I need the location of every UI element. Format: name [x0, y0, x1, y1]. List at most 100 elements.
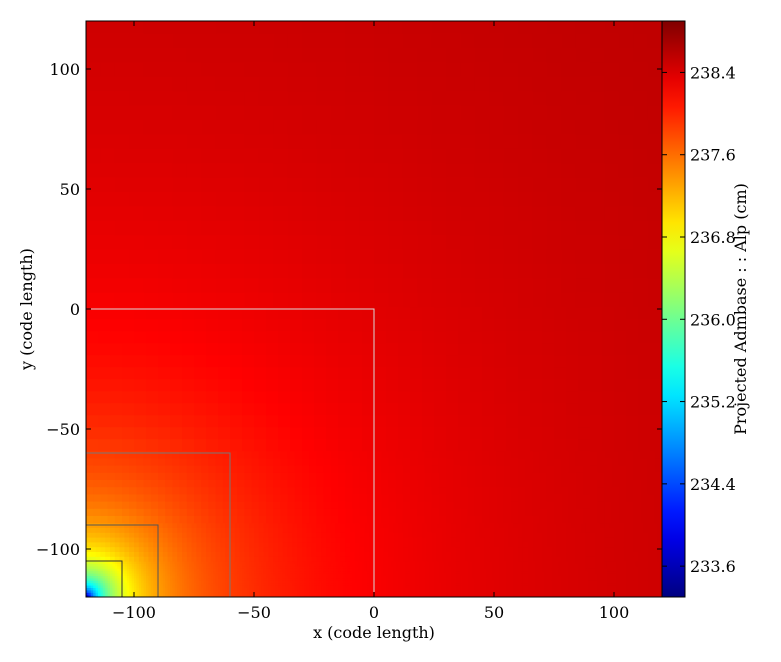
heatmap-cell — [575, 551, 581, 557]
heatmap-cell — [117, 568, 121, 572]
heatmap-cell — [93, 501, 101, 509]
heatmap-cell — [388, 592, 392, 596]
heatmap-cell — [136, 493, 145, 502]
heatmap-cell — [657, 527, 662, 533]
heatmap-cell — [510, 580, 514, 584]
heatmap-cell — [354, 582, 358, 586]
heatmap-cell — [614, 582, 617, 586]
heatmap-cell — [323, 479, 332, 488]
heatmap-cell — [292, 556, 298, 562]
heatmap-cell — [467, 570, 471, 574]
heatmap-cell — [268, 587, 272, 591]
heatmap-cell — [381, 589, 385, 593]
heatmap-cell — [410, 515, 418, 524]
heatmap-cell — [465, 565, 469, 569]
heatmap-cell — [172, 577, 176, 581]
heatmap-cell — [266, 587, 269, 591]
heatmap-cell — [590, 570, 593, 574]
heatmap-cell — [364, 537, 370, 543]
heatmap-cell — [642, 592, 646, 596]
heatmap-cell — [174, 587, 178, 591]
heatmap-cell — [318, 573, 322, 576]
heatmap-cell — [186, 587, 190, 591]
heatmap-cell — [203, 577, 207, 581]
heatmap-cell — [393, 589, 397, 593]
heatmap-cell — [378, 546, 385, 552]
heatmap-cell — [474, 575, 478, 579]
heatmap-cell — [86, 563, 89, 567]
heatmap-cell — [537, 541, 543, 548]
heatmap-cell — [119, 537, 125, 543]
heatmap-cell — [575, 585, 579, 588]
heatmap-cell — [561, 594, 565, 597]
heatmap-cell — [472, 561, 476, 564]
heatmap-cell — [357, 561, 361, 564]
heatmap-cell — [93, 594, 97, 597]
heatmap-cell — [198, 561, 202, 564]
heatmap-cell — [122, 589, 125, 593]
heatmap-cell — [338, 515, 346, 524]
heatmap-cell — [352, 565, 356, 569]
heatmap-cell — [599, 587, 603, 591]
heatmap-cell — [222, 594, 226, 597]
heatmap-cell — [657, 582, 661, 586]
heatmap-cell — [369, 537, 375, 543]
heatmap-cell — [381, 501, 389, 509]
heatmap-cell — [542, 556, 548, 562]
heatmap-cell — [146, 580, 149, 584]
heatmap-cell — [174, 563, 178, 567]
heatmap-cell — [482, 573, 485, 576]
heatmap-cell — [431, 570, 435, 574]
heatmap-cell — [618, 561, 622, 564]
heatmap-cell — [542, 575, 545, 579]
heatmap-cell — [222, 575, 226, 579]
heatmap-cell — [330, 486, 339, 495]
heatmap-cell — [503, 546, 509, 552]
heatmap-cell — [201, 546, 207, 552]
heatmap-cell — [654, 573, 658, 576]
heatmap-cell — [222, 592, 226, 596]
heatmap-cell — [251, 508, 260, 516]
heatmap-cell — [158, 577, 161, 581]
heatmap-cell — [323, 580, 327, 584]
heatmap-cell — [659, 561, 662, 564]
heatmap-cell — [352, 501, 361, 509]
heatmap-cell — [268, 561, 272, 564]
heatmap-cell — [462, 573, 466, 576]
heatmap-cell — [335, 561, 339, 564]
heatmap-cell — [112, 585, 116, 588]
heatmap-cell — [568, 577, 572, 581]
heatmap-cell — [273, 508, 281, 516]
heatmap-cell — [431, 585, 435, 588]
heatmap-cell — [484, 527, 490, 533]
heatmap-cell — [537, 582, 541, 586]
heatmap-cell — [422, 577, 425, 581]
heatmap-cell — [201, 508, 209, 516]
heatmap-cell — [330, 575, 334, 579]
heatmap-cell — [210, 573, 214, 576]
heatmap-cell — [395, 592, 399, 596]
heatmap-cell — [542, 587, 545, 591]
heatmap-cell — [239, 570, 243, 574]
heatmap-cell — [335, 577, 339, 581]
heatmap-cell — [482, 515, 490, 524]
heatmap-cell — [114, 551, 121, 557]
heatmap-cell — [546, 541, 553, 548]
heatmap-cell — [482, 493, 490, 502]
heatmap-cell — [186, 556, 193, 562]
heatmap-cell — [566, 575, 569, 579]
heatmap-cell — [506, 563, 509, 567]
heatmap-cell — [242, 570, 245, 574]
heatmap-cell — [659, 563, 662, 567]
heatmap-cell — [136, 486, 145, 495]
heatmap-cell — [131, 575, 135, 579]
heatmap-cell — [309, 587, 313, 591]
heatmap-cell — [537, 594, 541, 597]
heatmap-cell — [453, 508, 461, 516]
heatmap-cell — [412, 580, 416, 584]
heatmap-cell — [107, 563, 111, 567]
heatmap-cell — [414, 587, 418, 591]
heatmap-cell — [239, 589, 243, 593]
heatmap-cell — [633, 486, 641, 495]
heatmap-cell — [354, 551, 361, 557]
